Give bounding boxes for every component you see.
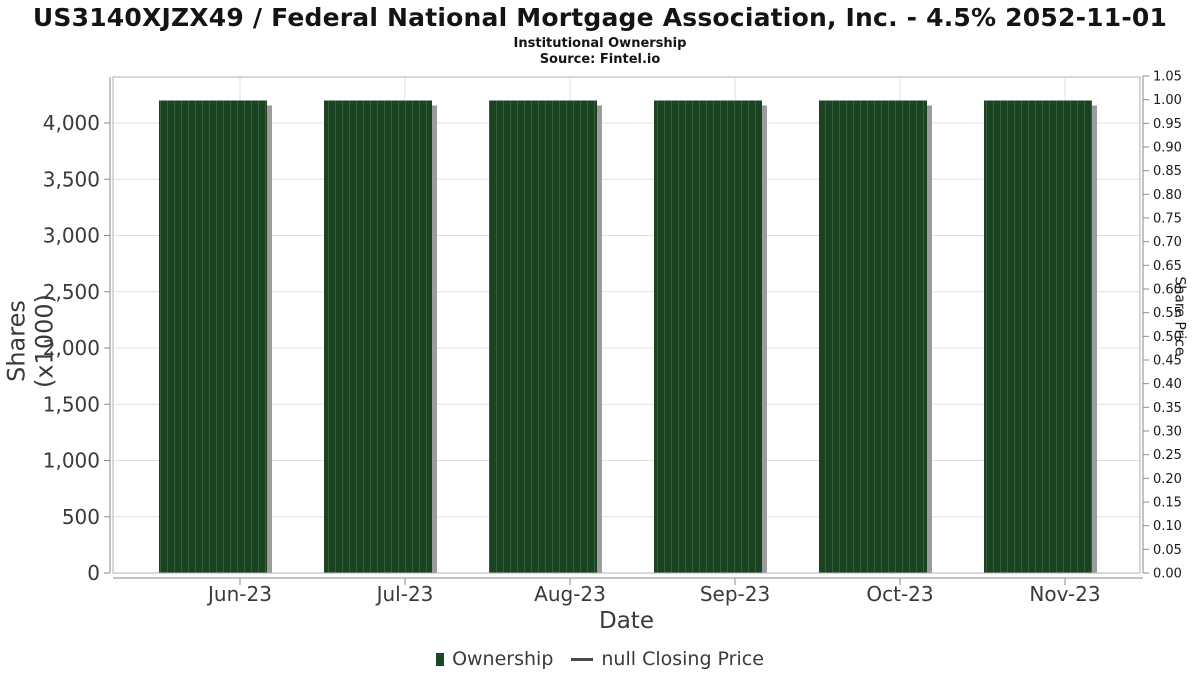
y-tick-label-right: 0.30 [1153,425,1182,440]
y-tick-label-right: 0.05 [1153,543,1182,558]
y-axis-right: 0.00 0.05 0.10 0.15 0.20 0.25 0.30 0.35 0.40 0.45… [1142,70,1182,582]
y-tick-label-right: 1.00 [1153,93,1182,108]
y-tick-label-right: 0.80 [1153,188,1182,203]
chart-subtitle: Institutional Ownership [513,36,687,51]
y-tick-label-right: 0.60 [1153,283,1182,298]
y-tick-label-left: 2,500 [43,280,100,304]
y-tick-label-right: 0.35 [1153,401,1182,416]
y-tick-label-left: 0 [87,561,100,585]
y-tick-label-right: 0.20 [1153,472,1182,487]
ownership-bars [159,100,1097,573]
x-tick-label: Nov-23 [1029,582,1100,606]
y-tick-label-right: 0.10 [1153,519,1182,534]
y-tick-label-left: 4,000 [43,111,100,135]
price-legend-line [571,657,594,661]
ownership-legend-swatch [436,652,445,666]
x-tick-label: Oct-23 [866,582,933,606]
y-tick-label-right: 0.50 [1153,330,1182,345]
price-legend-label: null Closing Price [601,648,764,670]
ownership-bar [819,100,927,573]
y-tick-label-left: 2,000 [43,336,100,360]
y-tick-label-right: 0.85 [1153,164,1182,179]
ownership-bar [654,100,762,573]
y-tick-label-right: 0.40 [1153,377,1182,392]
plot-border [112,76,1141,574]
x-axis: Jun-23 Jul-23 Aug-23 Sep-23 Oct-23 Nov-23 [113,577,1143,606]
y-tick-label-right: 0.25 [1153,448,1182,463]
y-tick-label-right: 0.75 [1153,212,1182,227]
y-tick-label-right: 0.70 [1153,235,1182,250]
y-tick-label-left: 1,500 [43,392,100,416]
ownership-legend-label: Ownership [452,648,554,670]
y-tick-label-left: 3,000 [43,224,100,248]
y-tick-label-left: 1,000 [43,449,100,473]
y-tick-label-right: 0.90 [1153,141,1182,156]
y-tick-label-right: 0.00 [1153,567,1182,582]
ownership-bar [984,100,1092,573]
y-tick-label-right: 0.95 [1153,117,1182,132]
y-tick-label-right: 0.65 [1153,259,1182,274]
ownership-bar [159,100,267,573]
y-tick-label-right: 0.55 [1153,306,1182,321]
x-axis-label: Date [599,608,654,634]
chart-legend: Ownership null Closing Price [0,646,1200,672]
y-axis-label-left: Shares (x1000) [2,294,59,389]
ownership-bar [324,100,432,573]
x-tick-label: Jun-23 [206,582,272,606]
x-tick-label: Sep-23 [700,582,770,606]
ownership-bar [489,100,597,573]
y-axis-left: 0 500 1,000 1,500 2,000 2,500 3,000 3,500 4,000 [43,77,111,585]
y-tick-label-right: 1.05 [1153,70,1182,85]
y-axis-label-right: Share Price [1171,276,1188,356]
x-tick-label: Aug-23 [534,582,606,606]
y-tick-label-right: 0.45 [1153,354,1182,369]
x-tick-label: Jul-23 [375,582,434,606]
chart-plot-area: 0 500 1,000 1,500 2,000 2,500 3,000 3,500 4,000 J… [43,70,1182,607]
y-tick-label-left: 3,500 [43,167,100,191]
y-tick-label-left: 500 [62,505,100,529]
chart-title: US3140XJZX49 / Federal National Mortgage… [32,3,1168,32]
chart-source: Source: Fintel.io [539,52,661,67]
y-tick-label-right: 0.15 [1153,496,1182,511]
